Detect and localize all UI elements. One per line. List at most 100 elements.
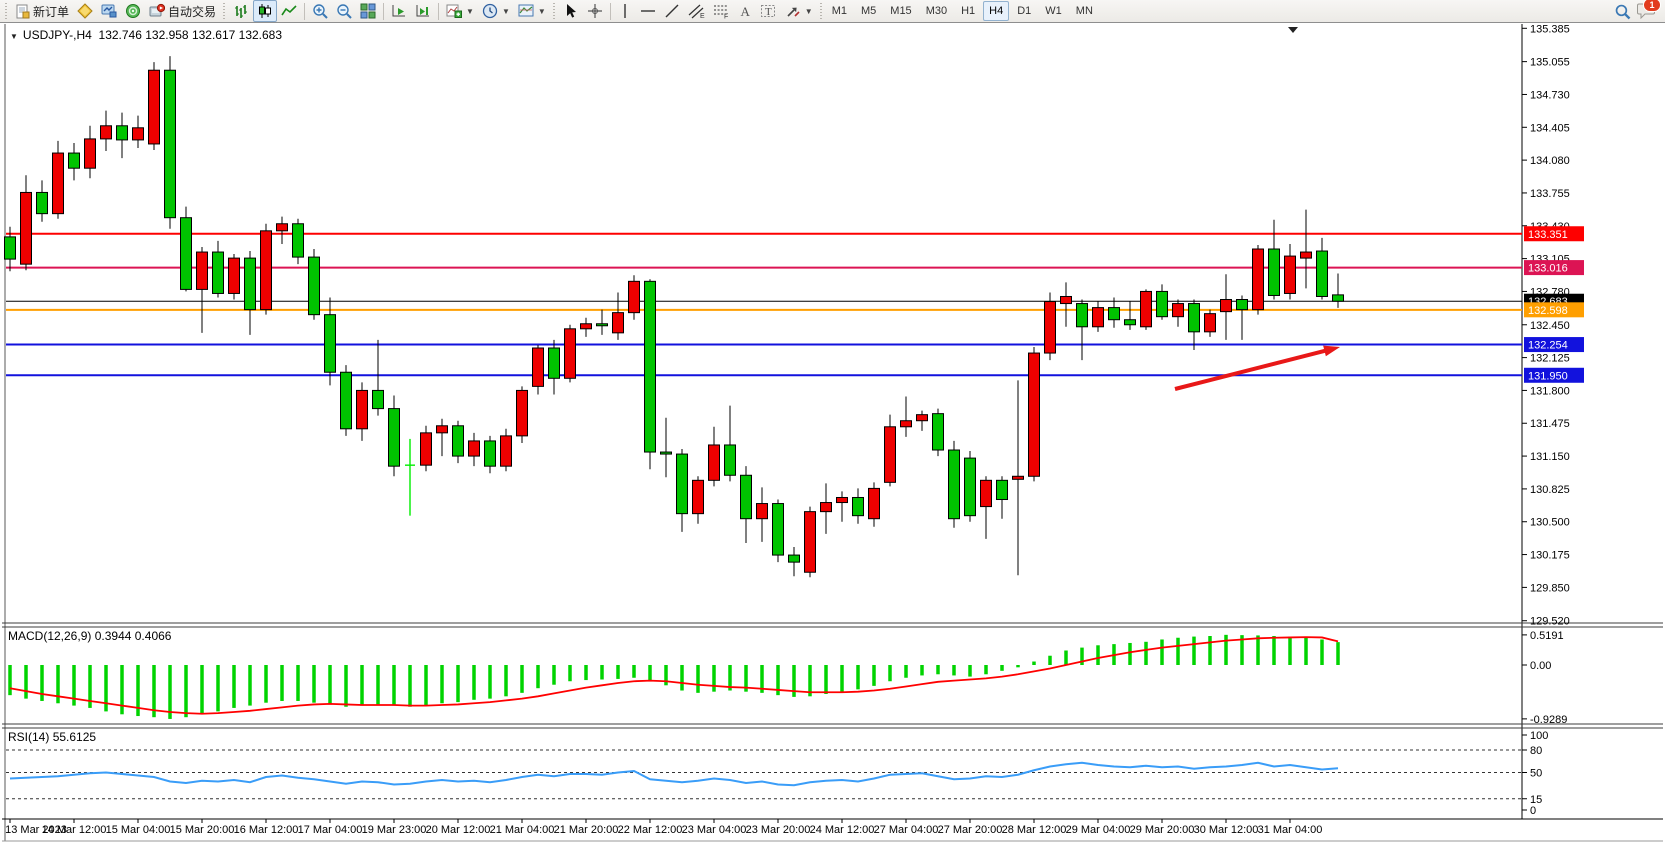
zoom-in-icon: [313, 4, 328, 19]
bar-chart-mode-button[interactable]: [229, 0, 253, 22]
line-chart-mode-button[interactable]: [277, 0, 301, 22]
toolbar-grip[interactable]: [551, 3, 557, 19]
vertical-line-icon: [624, 4, 626, 18]
fibonacci-tool-button[interactable]: F: [709, 0, 734, 22]
svg-text:50: 50: [1530, 768, 1542, 780]
text-label-tool-button[interactable]: T: [756, 0, 781, 22]
svg-text:14 Mar 12:00: 14 Mar 12:00: [42, 824, 107, 836]
dropdown-arrow-icon: ▼: [501, 6, 510, 16]
timeframe-W1[interactable]: W1: [1045, 5, 1062, 17]
svg-text:133.016: 133.016: [1528, 263, 1568, 275]
dropdown-arrow-icon: ▼: [537, 6, 546, 16]
chart-shift-button[interactable]: [411, 0, 435, 22]
chart-shift-icon: [416, 5, 430, 17]
chart-title: ▼ USDJPY-,H4 132.746 132.958 132.617 132.…: [10, 28, 282, 42]
template-icon: [518, 4, 534, 17]
svg-text:0.5191: 0.5191: [1530, 630, 1564, 642]
channel-tool-button[interactable]: E: [684, 0, 709, 22]
svg-text:132.598: 132.598: [1528, 305, 1568, 317]
text-label-icon: T: [760, 5, 775, 18]
timeframe-M15[interactable]: M15: [890, 5, 912, 17]
tile-windows-button[interactable]: [356, 0, 380, 22]
svg-text:23 Mar 20:00: 23 Mar 20:00: [746, 824, 811, 836]
trendline-tool-button[interactable]: [660, 0, 684, 22]
new-order-icon: [16, 4, 30, 18]
svg-text:130.825: 130.825: [1530, 484, 1570, 496]
svg-text:22 Mar 12:00: 22 Mar 12:00: [618, 824, 683, 836]
clock-icon: [482, 3, 498, 19]
notifications-button[interactable]: 1: [1637, 0, 1661, 20]
text-tool-button[interactable]: A: [734, 0, 756, 22]
data-window-button[interactable]: [97, 0, 121, 22]
toolbar-right-icons: 1: [1614, 0, 1663, 20]
arrows-shapes-icon: [787, 7, 800, 17]
navigator-button[interactable]: [121, 0, 145, 22]
toolbar-grip[interactable]: [222, 3, 228, 19]
svg-text:134.080: 134.080: [1530, 155, 1570, 167]
timeframe-M1[interactable]: M1: [831, 5, 847, 17]
candlestick-mode-button[interactable]: [253, 0, 278, 22]
trendline-icon: [665, 4, 679, 18]
auto-scroll-button[interactable]: [387, 0, 411, 22]
rsi-indicator-label: RSI(14) 55.6125: [8, 730, 96, 744]
macd-name: MACD(12,26,9): [8, 629, 92, 643]
toolbar-grip[interactable]: [818, 3, 824, 19]
one-click-trading-toggle-icon[interactable]: ▼: [10, 32, 18, 41]
timeframe-M5[interactable]: M5: [861, 5, 877, 17]
svg-text:13 Mar 2023: 13 Mar 2023: [5, 824, 67, 836]
svg-text:29 Mar 20:00: 29 Mar 20:00: [1130, 824, 1195, 836]
rsi-name: RSI(14): [8, 730, 50, 744]
timeframe-M30[interactable]: M30: [925, 5, 948, 17]
svg-text:132.450: 132.450: [1530, 320, 1570, 332]
auto-trading-icon: [149, 3, 166, 17]
bar-chart-icon: [235, 5, 248, 18]
main-toolbar: 新订单 自动交易 ▼ ▼: [0, 0, 1665, 23]
svg-text:19 Mar 23:00: 19 Mar 23:00: [362, 824, 427, 836]
text-icon: A: [740, 4, 750, 19]
auto-trading-button[interactable]: 自动交易: [145, 0, 220, 22]
periods-button[interactable]: ▼: [478, 0, 514, 22]
equidistant-channel-icon: E: [688, 4, 705, 19]
data-window-icon: [101, 4, 117, 18]
cursor-icon: [566, 4, 576, 18]
svg-text:134.730: 134.730: [1530, 89, 1570, 101]
fibonacci-icon: F: [713, 5, 728, 19]
horizontal-line-tool-button[interactable]: [636, 0, 660, 22]
timeframe-H1[interactable]: H1: [961, 5, 976, 17]
crosshair-icon: [587, 4, 602, 18]
svg-text:129.850: 129.850: [1530, 582, 1570, 594]
timeframe-MN[interactable]: MN: [1075, 5, 1093, 17]
cursor-tool-button[interactable]: [559, 0, 583, 22]
search-icon[interactable]: [1614, 3, 1631, 20]
candlestick-icon: [259, 4, 272, 18]
svg-text:15 Mar 20:00: 15 Mar 20:00: [170, 824, 235, 836]
market-watch-button[interactable]: [73, 0, 97, 22]
svg-text:130.500: 130.500: [1530, 517, 1570, 529]
zoom-in-button[interactable]: [308, 0, 332, 22]
svg-text:30 Mar 12:00: 30 Mar 12:00: [1194, 824, 1259, 836]
indicators-icon: [446, 4, 463, 18]
vertical-line-tool-button[interactable]: [614, 0, 636, 22]
timeframe-D1[interactable]: D1: [1017, 5, 1032, 17]
zoom-out-button[interactable]: [332, 0, 356, 22]
new-order-button[interactable]: 新订单: [11, 0, 73, 22]
indicators-button[interactable]: ▼: [442, 0, 478, 22]
navigator-icon: [126, 4, 141, 18]
svg-text:-0.9289: -0.9289: [1530, 714, 1567, 726]
timeframe-H4[interactable]: H4: [983, 1, 1010, 21]
svg-text:100: 100: [1530, 730, 1548, 742]
macd-indicator-label: MACD(12,26,9) 0.3944 0.4066: [8, 629, 171, 643]
svg-text:132.125: 132.125: [1530, 353, 1570, 365]
svg-text:24 Mar 12:00: 24 Mar 12:00: [810, 824, 875, 836]
crosshair-tool-button[interactable]: [583, 0, 607, 22]
new-order-label: 新订单: [33, 4, 70, 19]
dropdown-arrow-icon: ▼: [466, 6, 474, 16]
svg-text:29 Mar 04:00: 29 Mar 04:00: [1066, 824, 1131, 836]
toolbar-grip[interactable]: [4, 3, 9, 19]
svg-text:21 Mar 04:00: 21 Mar 04:00: [490, 824, 555, 836]
svg-text:131.475: 131.475: [1530, 418, 1570, 430]
arrows-tool-button[interactable]: ▼: [781, 0, 817, 22]
templates-button[interactable]: ▼: [514, 0, 550, 22]
